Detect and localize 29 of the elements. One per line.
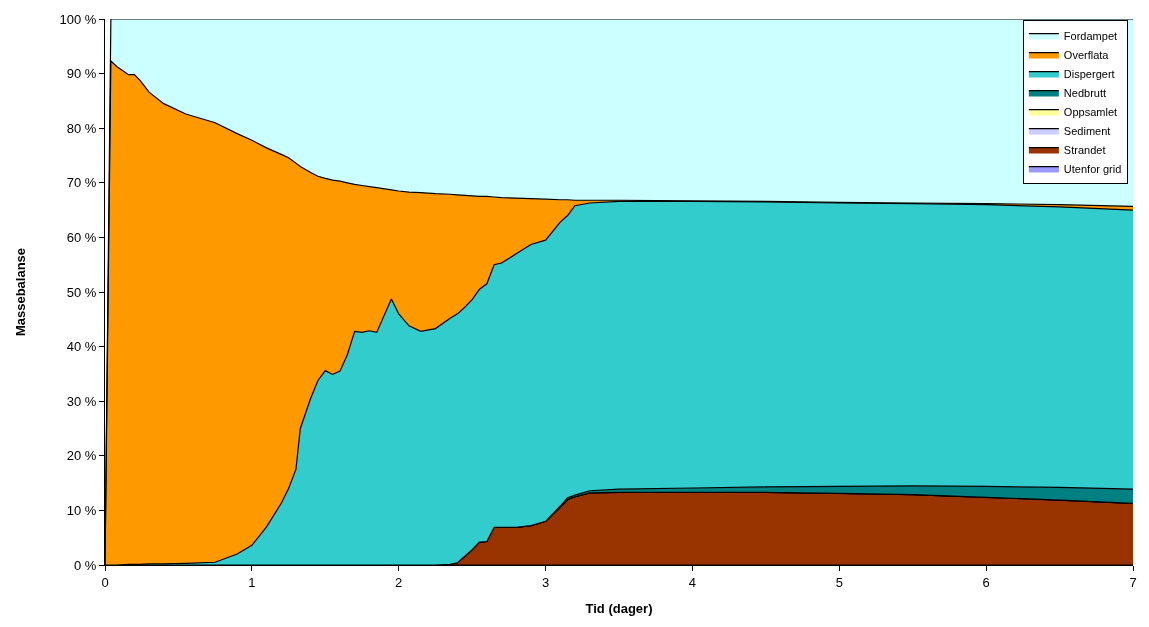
legend-label: Sediment — [1063, 124, 1111, 137]
x-tick-label: 7 — [1129, 574, 1137, 590]
y-tick-label: 10 % — [66, 502, 97, 518]
y-axis-title: Massebalanse — [13, 247, 29, 337]
y-tick-label: 20 % — [66, 448, 97, 464]
x-tick-label: 1 — [248, 574, 256, 590]
y-tick-label: 0 % — [73, 557, 97, 573]
legend-label: Oppsamlet — [1063, 105, 1118, 118]
x-tick-label: 6 — [982, 574, 990, 590]
legend-label: Utenfor grid — [1063, 162, 1122, 175]
x-tick-label: 5 — [835, 574, 843, 590]
y-tick-label: 80 % — [66, 120, 97, 136]
y-tick-label: 30 % — [66, 393, 97, 409]
y-tick-label: 70 % — [66, 175, 97, 191]
x-tick-label: 2 — [395, 574, 403, 590]
x-tick-label: 3 — [541, 574, 550, 590]
legend-label: Dispergert — [1063, 67, 1115, 80]
legend-label: Overflata — [1063, 48, 1110, 61]
y-tick-label: 60 % — [66, 229, 97, 245]
y-tick-label: 40 % — [66, 339, 97, 355]
x-tick-label: 4 — [688, 574, 697, 590]
x-axis-title: Tid (dager) — [585, 601, 653, 617]
y-tick-label: 90 % — [66, 66, 97, 82]
legend-label: Nedbrutt — [1063, 86, 1107, 99]
x-tick-label: 0 — [101, 574, 109, 590]
y-tick-label: 100 % — [59, 11, 97, 27]
y-tick-label: 50 % — [66, 284, 97, 300]
legend-label: Fordampet — [1063, 29, 1118, 42]
legend-label: Strandet — [1063, 143, 1106, 156]
